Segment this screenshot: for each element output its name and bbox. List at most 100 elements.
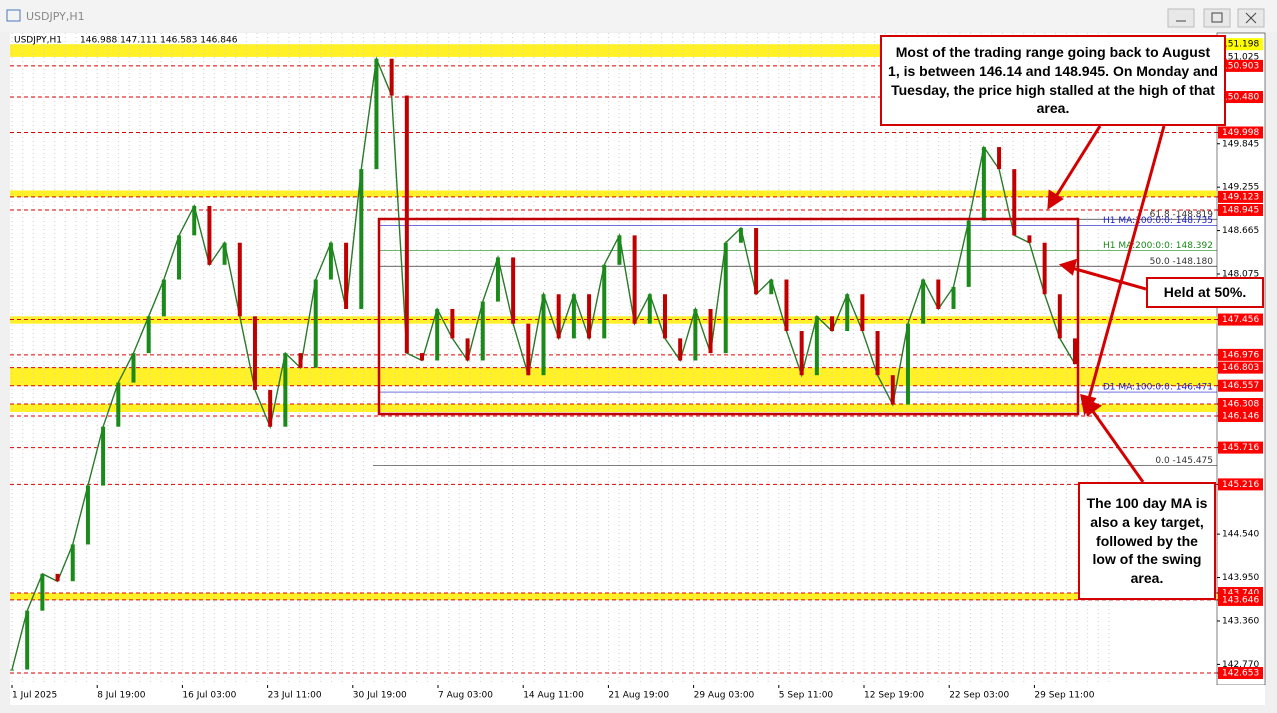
candle: [571, 294, 576, 339]
zone: [10, 593, 1217, 600]
candle: [374, 58, 379, 170]
candle: [192, 205, 197, 236]
minimize[interactable]: [1167, 8, 1195, 28]
price-label: 142.653: [1222, 669, 1259, 679]
annotation-ma: The 100 day MA is also a key target, fol…: [1078, 482, 1216, 600]
candle: [860, 294, 865, 332]
candle: [936, 279, 941, 309]
date-label: 12 Sep 19:00: [864, 691, 924, 701]
candle: [146, 316, 151, 354]
candle: [298, 353, 303, 368]
date-label: 21 Aug 19:00: [608, 691, 669, 701]
date-label: 23 Jul 11:00: [268, 691, 322, 701]
candle: [966, 220, 971, 287]
price-label: 143.646: [1222, 595, 1259, 605]
date-label: 29 Sep 11:00: [1034, 691, 1094, 701]
candle: [465, 338, 470, 361]
price-label: 142.770: [1222, 660, 1259, 670]
window-title: USDJPY,H1: [26, 10, 85, 23]
candle: [404, 95, 409, 354]
price-label: 151.198: [1222, 40, 1259, 50]
price-label: 146.146: [1222, 411, 1259, 421]
candle: [480, 301, 485, 361]
arrows: [1047, 125, 1166, 483]
candle: [617, 235, 622, 265]
candle: [632, 235, 637, 324]
candle: [1042, 242, 1047, 295]
candle: [587, 294, 592, 339]
candle: [101, 426, 106, 486]
candle: [313, 279, 318, 368]
candle: [237, 242, 242, 317]
tick-highlight: [1218, 478, 1263, 491]
candle: [131, 353, 136, 383]
title-bar: [0, 0, 1277, 32]
app-icon: [6, 9, 21, 22]
date-label: 5 Sep 11:00: [779, 691, 834, 701]
tick-highlight: [1218, 203, 1263, 216]
candle: [85, 485, 90, 545]
price-label: 149.998: [1222, 128, 1259, 138]
price-label: 150.480: [1222, 93, 1259, 103]
candle: [647, 294, 652, 324]
candle: [511, 257, 516, 324]
date-label: 7 Aug 03:00: [438, 691, 493, 701]
candle: [1073, 338, 1077, 365]
tick-highlight: [1218, 441, 1263, 454]
price-label: 148.665: [1222, 226, 1259, 236]
tick-highlight: [1218, 190, 1263, 203]
candle: [921, 279, 926, 324]
price-label: 146.308: [1222, 400, 1259, 410]
price-label: 146.557: [1222, 381, 1259, 391]
candle: [981, 147, 986, 221]
zone: [10, 190, 1217, 197]
price-label: 147.456: [1222, 315, 1259, 325]
date-label: 22 Sep 03:00: [949, 691, 1009, 701]
candle: [845, 294, 850, 332]
price-label: 148.945: [1222, 205, 1259, 215]
candle: [55, 573, 60, 582]
candle: [678, 338, 683, 361]
candle: [526, 323, 531, 376]
tick-highlight: [1218, 38, 1263, 51]
candle: [450, 308, 455, 339]
symbol: USDJPY,H1: [14, 36, 62, 46]
candle: [70, 544, 75, 582]
candle: [25, 610, 30, 670]
candle: [738, 228, 743, 243]
candle: [1027, 235, 1032, 243]
price-label: 151.025: [1222, 52, 1259, 62]
price-label: 149.845: [1222, 139, 1259, 149]
annotation-range: Most of the trading range going back to …: [880, 35, 1226, 126]
annotation-50: Held at 50%.: [1146, 277, 1264, 308]
date-label: 14 Aug 11:00: [523, 691, 584, 701]
candle: [875, 331, 880, 376]
candle: [769, 279, 774, 295]
ref-label: D1 MA:100:0:0: 146.471: [1103, 383, 1213, 393]
candle: [708, 308, 713, 354]
tick-highlight: [1218, 593, 1263, 606]
price-label: 145.716: [1222, 443, 1259, 453]
window-buttons[interactable]: [1167, 8, 1265, 28]
candle: [602, 264, 607, 339]
price-label: 149.255: [1222, 183, 1259, 193]
zone: [10, 367, 1217, 386]
candle: [116, 382, 121, 427]
date-label: 29 Aug 03:00: [694, 691, 755, 701]
maximize[interactable]: [1203, 8, 1231, 28]
date-label: 8 Jul 19:00: [97, 691, 146, 701]
price-label: 146.976: [1222, 350, 1259, 360]
price-label: 143.360: [1222, 616, 1259, 626]
candle: [997, 147, 1002, 170]
candle: [723, 242, 728, 354]
candle: [754, 228, 759, 295]
candle: [662, 294, 667, 339]
tick-highlight: [1218, 348, 1263, 361]
candle: [830, 316, 835, 332]
ref-label: 0.0 -145.475: [1155, 456, 1213, 466]
ref-label: H1 MA:100:0:0: 148.735: [1103, 216, 1213, 226]
date-axis: [10, 685, 1265, 705]
tick-highlight: [1218, 361, 1263, 374]
